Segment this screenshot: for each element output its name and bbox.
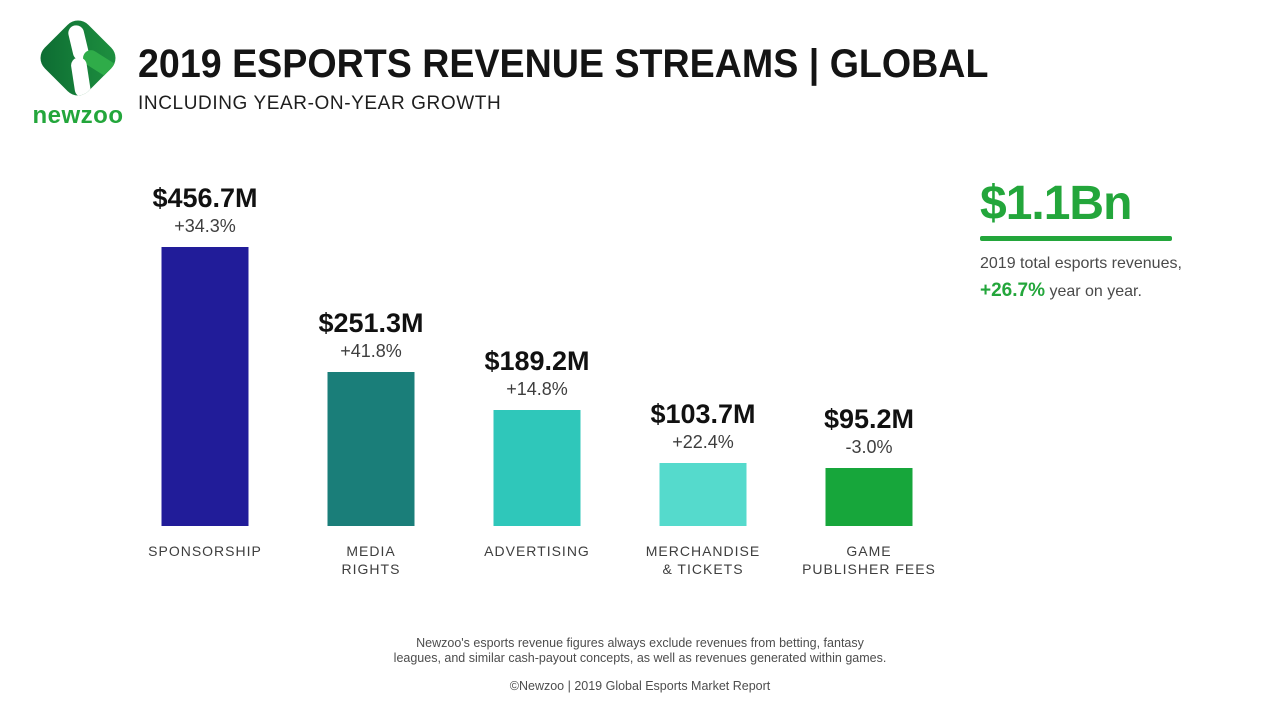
total-revenue-value: $1.1Bn: [980, 177, 1132, 230]
bar-value-label: $103.7M: [650, 399, 756, 429]
bar-growth-label: -3.0%: [845, 437, 893, 457]
footer: Newzoo's esports revenue figures always …: [0, 636, 1280, 694]
disclaimer-line-2: leagues, and similar cash-payout concept…: [393, 651, 887, 665]
bar-growth-label: +41.8%: [340, 341, 402, 361]
bar-category-label: GAME PUBLISHER FEES: [802, 543, 936, 578]
total-revenue-block: $1.1Bn 2019 total esports revenues, +26.…: [980, 180, 1190, 302]
page-title: 2019 ESPORTS REVENUE STREAMS | GLOBAL: [138, 42, 989, 86]
newzoo-logo: newzoo: [30, 12, 126, 130]
total-growth-suffix: year on year.: [1049, 283, 1142, 300]
total-growth-line: +26.7% year on year.: [980, 280, 1190, 302]
newzoo-diamond-icon: [40, 20, 117, 98]
bar-value-label: $251.3M: [318, 308, 424, 338]
bar-category-label: ADVERTISING: [484, 543, 590, 559]
header-titles: 2019 ESPORTS REVENUE STREAMS | GLOBAL IN…: [138, 44, 1043, 115]
newzoo-logo-text: newzoo: [32, 102, 124, 129]
bar: [659, 463, 747, 526]
bar: [825, 468, 913, 526]
bar-growth-label: +34.3%: [174, 216, 236, 236]
bar-growth-label: +14.8%: [506, 379, 568, 399]
disclaimer-line-1: Newzoo's esports revenue figures always …: [416, 636, 864, 650]
page-subtitle: INCLUDING YEAR-ON-YEAR GROWTH: [138, 93, 502, 114]
total-growth-value: +26.7%: [980, 280, 1045, 301]
total-revenue-caption: 2019 total esports revenues,: [980, 255, 1182, 272]
accent-underline: [980, 236, 1172, 241]
bar: [161, 247, 249, 526]
bar-category-label: MEDIA RIGHTS: [341, 543, 401, 578]
bar-value-label: $456.7M: [152, 183, 258, 213]
bar-category-label: MERCHANDISE & TICKETS: [645, 543, 761, 578]
bar-value-label: $95.2M: [823, 404, 915, 434]
bar: [327, 372, 415, 526]
bar-value-label: $189.2M: [484, 346, 590, 376]
bar: [493, 410, 581, 526]
bar-category-label: SPONSORSHIP: [148, 543, 262, 559]
bar-growth-label: +22.4%: [672, 432, 734, 452]
copyright-credit: ©Newzoo | 2019 Global Esports Market Rep…: [509, 679, 771, 693]
